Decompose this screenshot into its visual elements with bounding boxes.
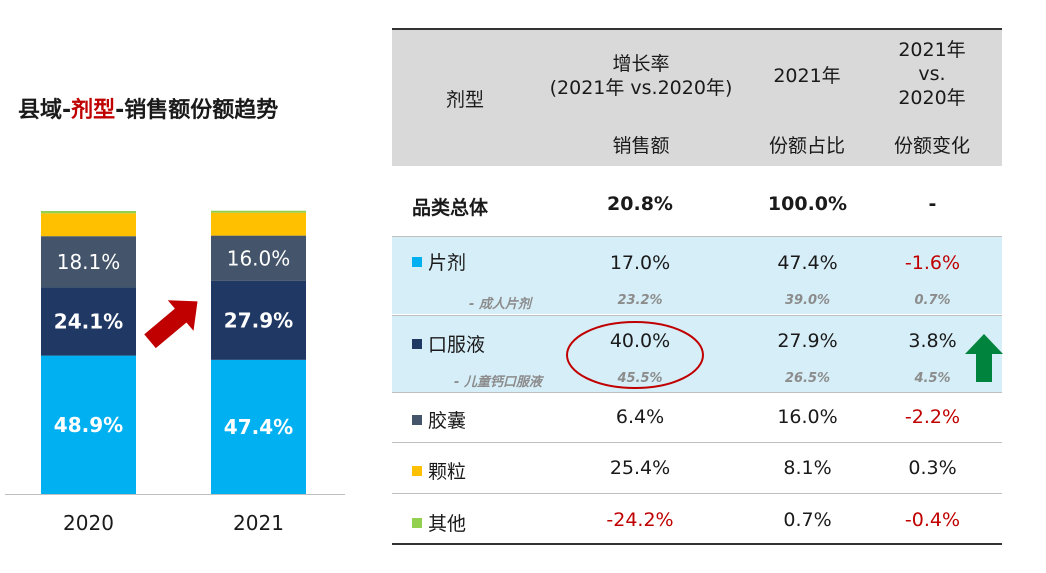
bar-value-label: 47.4% — [224, 415, 293, 439]
row-label-tablet: 片剂 — [412, 248, 466, 275]
total-share: 100.0% — [767, 193, 848, 215]
capsule-change: -2.2% — [904, 406, 961, 428]
stacked-bar-chart: 48.9% 24.1% 18.1% 2020 47.4% 27.9% 16.0% 2021 — [5, 210, 345, 535]
row-label-other: 其他 — [412, 509, 466, 536]
up-arrow-icon — [965, 334, 1003, 382]
bar-segment-2021-1 — [211, 280, 306, 360]
bar-value-label: 18.1% — [57, 250, 121, 274]
capsule-share: 16.0% — [777, 406, 838, 428]
bar-segment-2020-0 — [41, 355, 136, 494]
row-label-adult-tablet: - 成人片剂 — [469, 297, 531, 312]
bar-value-label: 24.1% — [54, 310, 123, 334]
oral-share: 27.9% — [777, 330, 838, 352]
oral-legend-square — [412, 338, 422, 349]
tablet-growth: 17.0% — [609, 252, 671, 274]
other-legend-square — [412, 517, 422, 528]
child-calcium-growth: 45.5% — [617, 371, 663, 386]
row-divider — [392, 392, 1002, 393]
row-divider — [392, 442, 1002, 443]
bar-segment-2021-4 — [211, 210, 306, 213]
granule-share: 8.1% — [783, 457, 832, 479]
x-tick-label: 2021 — [233, 511, 284, 535]
x-tick-label: 2020 — [63, 511, 114, 535]
header-compare-l1: 2021年 — [898, 39, 966, 61]
header-share: 份额占比 — [768, 135, 845, 157]
tablet-change: -1.6% — [904, 252, 961, 274]
tablet-legend-square — [412, 256, 422, 267]
tablet-share: 47.4% — [777, 252, 838, 274]
child-calcium-change: 4.5% — [914, 371, 951, 386]
granule-legend-square — [412, 465, 422, 476]
oral-change: 3.8% — [908, 330, 957, 352]
header-share-change: 份额变化 — [893, 135, 970, 157]
header-compare-l2: vs. — [918, 63, 946, 85]
bar-segment-2021-3 — [211, 212, 306, 236]
header-sales: 销售额 — [612, 135, 670, 157]
capsule-growth: 6.4% — [615, 406, 665, 428]
other-share: 0.7% — [783, 509, 832, 531]
total-row-label: 品类总体 — [412, 197, 489, 219]
capsule-legend-square — [412, 414, 422, 425]
chart-title: 县域-剂型-销售额份额趋势 — [18, 98, 279, 123]
header-growth-period: (2021年 vs.2020年) — [549, 77, 733, 99]
adult-tablet-change: 0.7% — [914, 293, 951, 308]
bar-segment-2020-3 — [41, 213, 136, 237]
bar-segment-2020-2 — [41, 236, 136, 288]
granule-growth: 25.4% — [609, 457, 671, 479]
total-change: - — [928, 193, 937, 215]
growth-arrow-icon — [144, 300, 198, 349]
row-label-capsule: 胶囊 — [412, 406, 466, 433]
table-top-rule — [392, 28, 1002, 30]
bar-segment-2021-2 — [211, 235, 306, 281]
bar-segment-2021-0 — [211, 359, 306, 494]
bar-value-label: 27.9% — [224, 308, 293, 332]
total-growth: 20.8% — [607, 193, 673, 215]
granule-change: 0.3% — [908, 457, 957, 479]
other-change: -0.4% — [904, 509, 961, 531]
bar-value-label: 48.9% — [54, 413, 123, 437]
highlight-ellipse — [566, 321, 704, 389]
row-divider — [392, 236, 1002, 237]
adult-tablet-growth: 23.2% — [617, 293, 663, 308]
bar-segment-2020-1 — [41, 287, 136, 356]
bar-segment-2020-4 — [41, 211, 136, 214]
tablet-row-highlight — [392, 236, 1002, 314]
child-calcium-share: 26.5% — [784, 371, 831, 386]
row-divider — [392, 493, 1002, 494]
table-header-background — [392, 28, 1002, 166]
row-label-granule: 颗粒 — [412, 457, 466, 484]
bar-value-label: 16.0% — [227, 246, 291, 270]
header-2021: 2021年 — [773, 65, 841, 87]
table-bottom-rule — [392, 543, 1002, 545]
other-growth: -24.2% — [606, 509, 674, 531]
row-label-child-calcium: - 儿童钙口服液 — [454, 375, 542, 390]
adult-tablet-share: 39.0% — [784, 293, 831, 308]
oral-growth: 40.0% — [609, 330, 671, 352]
header-dosage-form: 剂型 — [445, 89, 484, 111]
row-divider — [392, 315, 1002, 316]
oral-row-highlight — [392, 316, 1002, 392]
row-label-oral-liquid: 口服液 — [412, 330, 485, 357]
header-compare-l3: 2020年 — [898, 87, 966, 109]
header-growth: 增长率 — [612, 53, 670, 75]
